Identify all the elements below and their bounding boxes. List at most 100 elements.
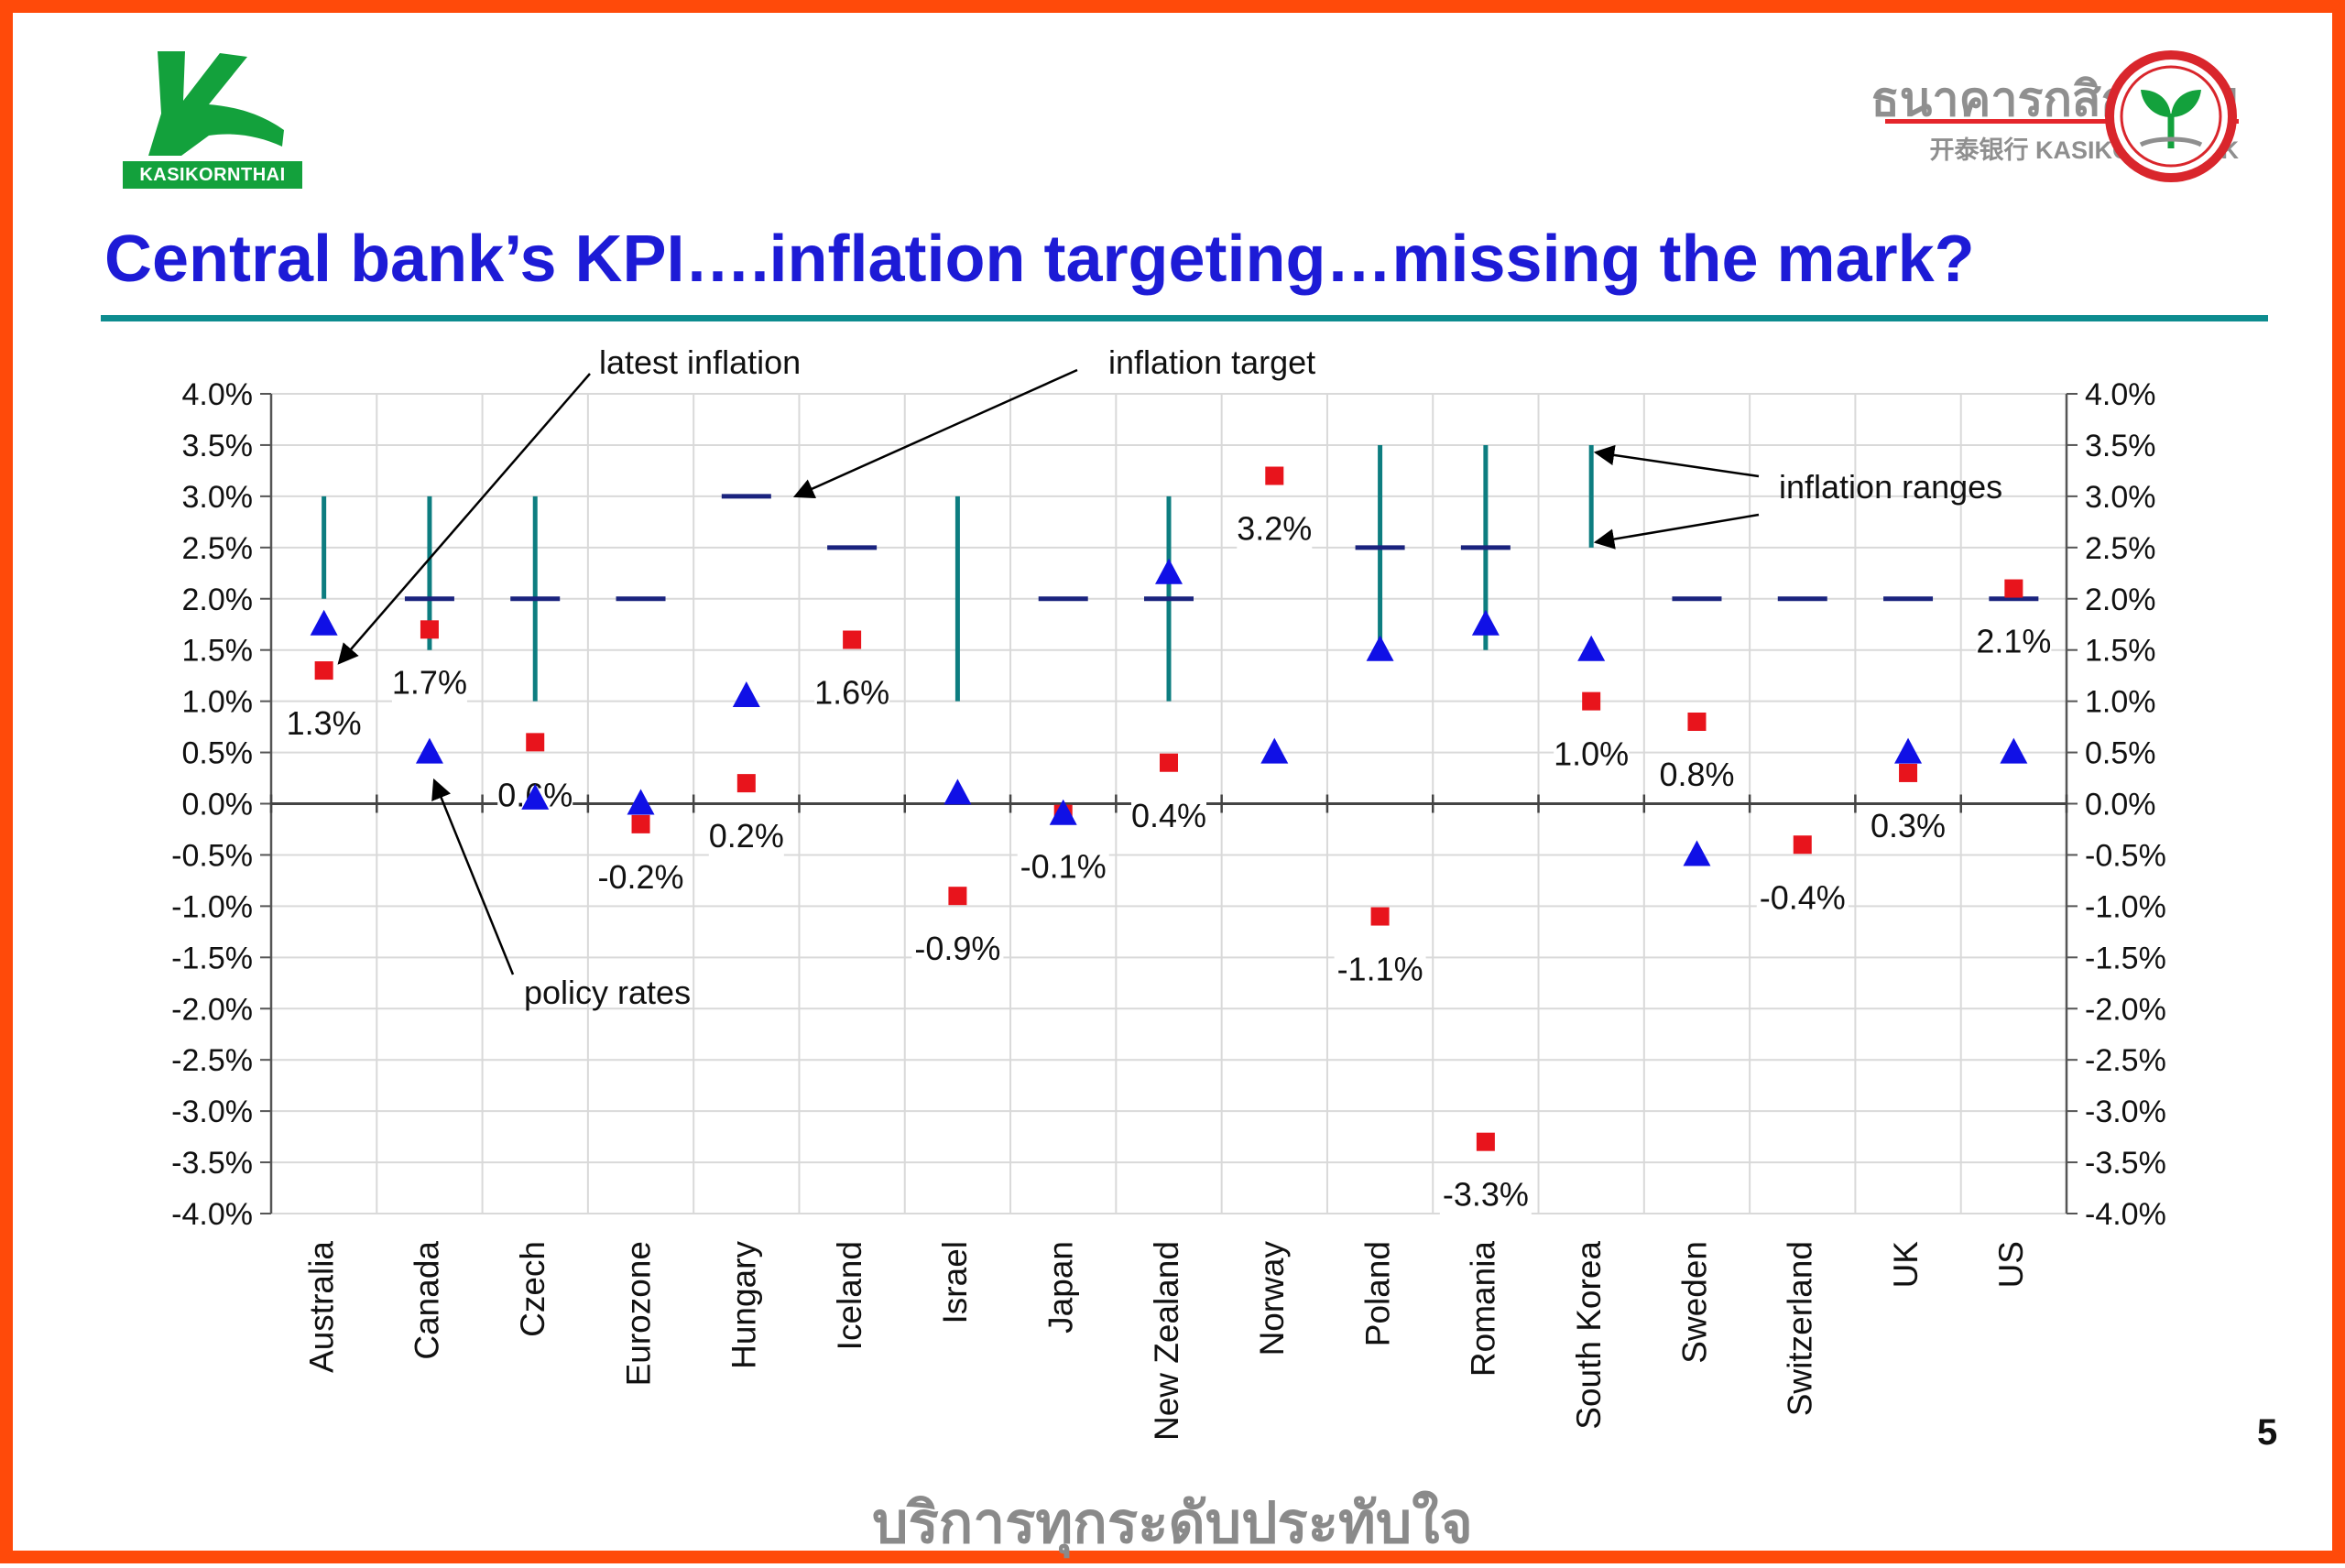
slide-title: Central bank’s KPI….inflation targeting…… [104, 223, 1975, 296]
brand-underline [1885, 119, 2239, 124]
data-label-bg [1017, 846, 1109, 887]
y-tick-label-left: 2.5% [182, 531, 254, 566]
y-tick-label-left: 0.0% [182, 788, 254, 822]
inflation-point [948, 887, 967, 906]
inflation-point [2004, 579, 2023, 598]
inflation-point [736, 774, 756, 793]
category-label: Australia [302, 1241, 340, 1373]
y-tick-label-left: -2.5% [171, 1043, 253, 1078]
y-tick-label-right: 4.0% [2085, 377, 2156, 412]
annotation-policy-rates: policy rates [524, 974, 691, 1011]
inflation-point [526, 733, 545, 752]
category-label: Eurozone [619, 1241, 657, 1386]
y-tick-label-right: -3.0% [2085, 1094, 2166, 1129]
y-tick-label-right: 0.0% [2085, 788, 2156, 822]
annotation-inflation-ranges: inflation ranges [1779, 468, 2002, 506]
inflation-point [1687, 713, 1707, 731]
policy-rate-point [1894, 737, 1923, 764]
y-tick-label-right: -2.0% [2085, 992, 2166, 1027]
y-tick-label-right: -0.5% [2085, 838, 2166, 873]
data-label-bg [1554, 734, 1630, 775]
inflation-data-label: 1.6% [814, 674, 889, 712]
inflation-point [1793, 835, 1812, 855]
inflation-point [1370, 907, 1390, 926]
inflation-data-label: -3.3% [1443, 1176, 1529, 1214]
annotation-arrow [792, 368, 1078, 498]
category-label: South Korea [1570, 1241, 1608, 1430]
title-rule [101, 315, 2268, 321]
category-label: New Zealand [1148, 1241, 1185, 1441]
annotation-arrow [1593, 513, 1760, 550]
y-tick-label-left: 1.5% [182, 634, 254, 669]
y-tick-label-left: 2.0% [182, 583, 254, 617]
y-tick-label-left: -3.0% [171, 1094, 253, 1129]
annotation-arrow [431, 778, 515, 975]
footer-slogan: บริการทุกระดับประทับใจ [872, 1489, 1473, 1556]
policy-rate-point [943, 779, 972, 805]
y-tick-label-right: -3.5% [2085, 1146, 2166, 1181]
category-label: Canada [409, 1241, 446, 1360]
data-label-bg [594, 856, 687, 898]
category-label: Japan [1042, 1241, 1079, 1334]
y-tick-label-left: 3.5% [182, 429, 254, 463]
y-tick-label-left: 1.0% [182, 685, 254, 720]
policy-rate-point [1260, 737, 1289, 764]
data-label-bg [1334, 949, 1426, 990]
inflation-point [1160, 753, 1178, 772]
inflation-point [1265, 466, 1284, 485]
annotation-arrow [1593, 444, 1760, 478]
y-tick-label-left: -0.5% [171, 838, 253, 873]
category-label: Poland [1358, 1241, 1396, 1346]
y-tick-label-right: 3.0% [2085, 480, 2156, 515]
category-label: Norway [1253, 1241, 1291, 1356]
category-label: Switzerland [1782, 1241, 1819, 1416]
data-label-bg [1756, 877, 1849, 919]
y-tick-label-left: -1.0% [171, 889, 253, 924]
inflation-point [631, 814, 650, 833]
inflation-data-label: 1.0% [1554, 735, 1629, 773]
category-label: Czech [514, 1241, 551, 1337]
policy-rate-point [1049, 799, 1077, 825]
y-tick-label-right: 0.5% [2085, 736, 2156, 771]
data-label-bg [1871, 805, 1947, 846]
data-label-bg [391, 662, 467, 703]
y-tick-label-right: -2.5% [2085, 1043, 2166, 1078]
data-label-bg [1131, 795, 1206, 836]
page-number: 5 [2257, 1412, 2278, 1453]
annotation-arrow [337, 373, 591, 665]
policy-rate-point [415, 737, 443, 764]
inflation-data-label: 1.3% [287, 704, 362, 742]
category-label: Israel [936, 1241, 974, 1323]
inflation-data-label: 1.7% [392, 663, 467, 701]
data-label-bg [911, 929, 1004, 970]
inflation-data-label: 0.3% [1871, 807, 1946, 844]
inflation-data-label: 3.2% [1237, 510, 1312, 548]
kasikornthai-logo: KASIKORNTHAI [121, 48, 304, 191]
policy-rate-point [2000, 737, 2028, 764]
policy-rate-point [732, 681, 760, 708]
policy-rate-point [1155, 558, 1183, 584]
kasikornbank-seal-icon [2105, 50, 2237, 182]
inflation-data-label: 0.2% [709, 817, 784, 855]
y-tick-label-right: 2.0% [2085, 583, 2156, 617]
policy-rate-point [521, 783, 550, 810]
inflation-point [420, 620, 439, 639]
y-tick-label-right: -4.0% [2085, 1197, 2166, 1232]
policy-rate-point [1683, 840, 1711, 866]
y-tick-label-left: 3.0% [182, 480, 254, 515]
category-label: Romania [1465, 1241, 1502, 1377]
k-logo-icon [148, 51, 284, 156]
inflation-data-label: -0.9% [914, 930, 1000, 967]
inflation-data-label: 2.1% [1976, 623, 2051, 660]
y-tick-label-right: 3.5% [2085, 429, 2156, 463]
policy-rate-point [627, 789, 655, 815]
inflation-data-label: 0.8% [1659, 756, 1734, 793]
y-tick-label-left: 4.0% [182, 377, 254, 412]
data-label-bg [1659, 755, 1735, 795]
data-label-bg [708, 816, 784, 857]
inflation-data-label: -0.2% [598, 858, 684, 896]
annotation-latest-inflation: latest inflation [599, 343, 801, 381]
category-label: UK [1887, 1241, 1925, 1289]
inflation-point [1476, 1132, 1495, 1151]
y-tick-label-left: -2.0% [171, 992, 253, 1027]
